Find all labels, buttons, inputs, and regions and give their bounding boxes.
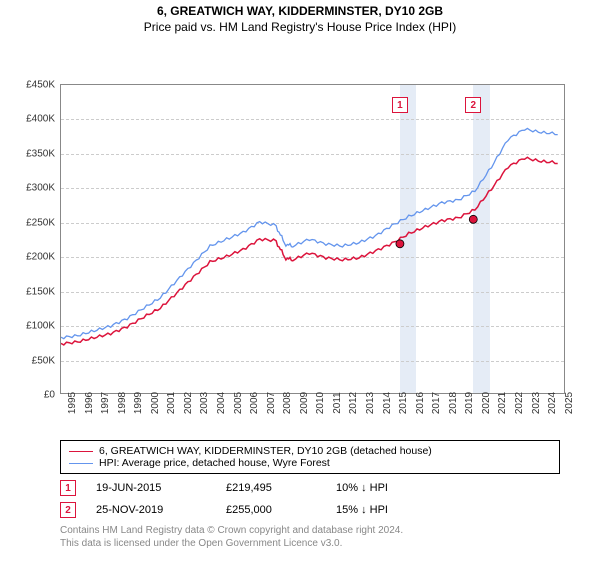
y-axis-label: £50K <box>32 355 61 366</box>
x-axis-label: 2020 <box>475 392 492 414</box>
x-axis-label: 2012 <box>342 392 359 414</box>
x-axis-label: 2021 <box>491 392 508 414</box>
legend-label: HPI: Average price, detached house, Wyre… <box>99 457 330 469</box>
x-axis-label: 2006 <box>243 392 260 414</box>
line-layer <box>61 85 566 395</box>
chart-title-line1: 6, GREATWICH WAY, KIDDERMINSTER, DY10 2G… <box>0 4 600 18</box>
x-axis-label: 2023 <box>525 392 542 414</box>
x-axis-label: 2001 <box>160 392 177 414</box>
x-axis-label: 1997 <box>94 392 111 414</box>
x-axis-label: 2010 <box>309 392 326 414</box>
x-axis-label: 2016 <box>409 392 426 414</box>
plot-area: £0£50K£100K£150K£200K£250K£300K£350K£400… <box>60 84 565 394</box>
x-axis-label: 1995 <box>61 392 78 414</box>
x-axis-label: 2002 <box>177 392 194 414</box>
marker-row: 2 25-NOV-2019 £255,000 15% ↓ HPI <box>60 502 560 518</box>
x-axis-label: 2003 <box>193 392 210 414</box>
y-axis-label: £350K <box>26 148 61 159</box>
legend-item: HPI: Average price, detached house, Wyre… <box>69 457 551 469</box>
footer-attribution: Contains HM Land Registry data © Crown c… <box>60 524 560 550</box>
x-axis-label: 2014 <box>376 392 393 414</box>
x-axis-label: 2009 <box>293 392 310 414</box>
marker-row-price: £219,495 <box>226 482 316 494</box>
y-axis-label: £150K <box>26 286 61 297</box>
y-axis-label: £400K <box>26 114 61 125</box>
marker-row-flag: 1 <box>60 480 76 496</box>
y-axis-label: £100K <box>26 321 61 332</box>
x-axis-label: 2007 <box>260 392 277 414</box>
marker-row: 1 19-JUN-2015 £219,495 10% ↓ HPI <box>60 480 560 496</box>
x-axis-label: 2004 <box>210 392 227 414</box>
marker-row-date: 25-NOV-2019 <box>96 504 206 516</box>
marker-table: 1 19-JUN-2015 £219,495 10% ↓ HPI 2 25-NOV-201… <box>60 480 560 518</box>
x-axis-label: 2022 <box>508 392 525 414</box>
legend: 6, GREATWICH WAY, KIDDERMINSTER, DY10 2G… <box>60 440 560 474</box>
x-axis-label: 2018 <box>442 392 459 414</box>
marker-row-flag: 2 <box>60 502 76 518</box>
marker-row-delta: 10% ↓ HPI <box>336 482 388 494</box>
marker-row-price: £255,000 <box>226 504 316 516</box>
x-axis-label: 1999 <box>127 392 144 414</box>
x-axis-label: 2011 <box>326 392 343 414</box>
x-axis-label: 2015 <box>392 392 409 414</box>
y-axis-label: £450K <box>26 80 61 91</box>
marker-dot-2 <box>469 215 477 223</box>
footer-line1: Contains HM Land Registry data © Crown c… <box>60 524 560 537</box>
marker-flag-2: 2 <box>465 97 481 113</box>
marker-row-date: 19-JUN-2015 <box>96 482 206 494</box>
legend-label: 6, GREATWICH WAY, KIDDERMINSTER, DY10 2G… <box>99 445 432 457</box>
series-hpi <box>61 128 558 338</box>
x-axis-label: 1996 <box>78 392 95 414</box>
y-axis-label: £250K <box>26 217 61 228</box>
y-axis-label: £300K <box>26 183 61 194</box>
x-axis-label: 2025 <box>558 392 575 414</box>
marker-flag-1: 1 <box>392 97 408 113</box>
x-axis-label: 2013 <box>359 392 376 414</box>
marker-dot-1 <box>396 240 404 248</box>
series-price-paid <box>61 157 558 345</box>
chart-container: 6, GREATWICH WAY, KIDDERMINSTER, DY10 2G… <box>0 4 600 564</box>
x-axis-label: 2000 <box>144 392 161 414</box>
legend-item: 6, GREATWICH WAY, KIDDERMINSTER, DY10 2G… <box>69 445 551 457</box>
x-axis-label: 2024 <box>541 392 558 414</box>
y-axis-label: £200K <box>26 252 61 263</box>
y-axis-label: £0 <box>44 390 61 401</box>
legend-swatch <box>69 451 93 452</box>
x-axis-label: 2008 <box>276 392 293 414</box>
marker-row-delta: 15% ↓ HPI <box>336 504 388 516</box>
legend-swatch <box>69 463 93 464</box>
x-axis-label: 1998 <box>111 392 128 414</box>
x-axis-label: 2005 <box>227 392 244 414</box>
x-axis-label: 2017 <box>425 392 442 414</box>
footer-line2: This data is licensed under the Open Gov… <box>60 537 560 550</box>
chart-title-line2: Price paid vs. HM Land Registry's House … <box>0 20 600 34</box>
x-axis-label: 2019 <box>458 392 475 414</box>
